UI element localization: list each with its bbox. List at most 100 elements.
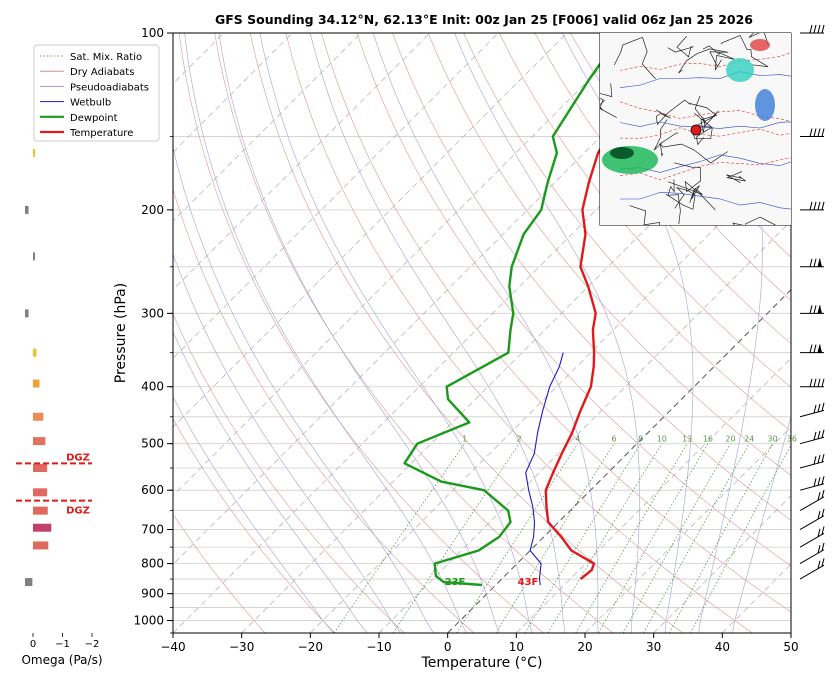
x-tick-label: 10 — [509, 640, 524, 654]
map-border-line — [613, 36, 656, 80]
map-contour — [619, 101, 791, 122]
x-tick-label: 20 — [577, 640, 592, 654]
plot-frame — [172, 32, 792, 634]
legend-label: Wetbulb — [70, 98, 111, 109]
wind-barb — [799, 476, 825, 491]
omega-bar — [25, 578, 33, 587]
omega-bar — [33, 252, 35, 261]
map-contour — [619, 52, 791, 71]
map-border-line — [691, 127, 713, 146]
legend-label: Pseudoadiabats — [70, 82, 149, 93]
map-contour — [620, 192, 791, 210]
omega-bar — [33, 348, 37, 357]
omega-bar — [33, 523, 52, 532]
map-border-line — [629, 205, 660, 225]
temperature-line — [544, 33, 678, 581]
surface-temperature-label: 43F — [518, 577, 539, 588]
location-marker — [690, 124, 702, 136]
y-tick-label: 200 — [141, 203, 164, 217]
mixing-ratio-line — [495, 443, 615, 633]
omega-tick-label: −1 — [55, 639, 70, 650]
dry-adiabat — [570, 33, 791, 301]
y-tick-label: 800 — [141, 557, 164, 571]
dry-adiabat — [173, 513, 266, 633]
mixing-ratio-label: 20 — [725, 435, 735, 444]
isotherm-line — [173, 33, 568, 428]
dry-adiabat — [321, 33, 791, 613]
mixing-ratio-label: 6 — [611, 435, 616, 444]
dry-adiabat — [173, 417, 335, 633]
y-tick-label: 400 — [141, 380, 164, 394]
map-border-line — [678, 48, 729, 74]
dry-adiabat — [463, 33, 791, 432]
wind-barb — [800, 258, 824, 268]
dry-adiabat — [285, 33, 753, 633]
omega-bar — [33, 148, 35, 157]
wind-barb — [799, 429, 825, 445]
isotherm-line — [310, 151, 791, 633]
inset-map — [599, 32, 792, 226]
wind-barb — [800, 344, 824, 354]
mixing-ratio-line — [333, 443, 466, 633]
dry-adiabat — [498, 33, 791, 388]
map-border-line — [720, 34, 769, 68]
isotherm-line — [790, 632, 791, 633]
wind-barb — [800, 305, 824, 314]
x-tick-label: −20 — [298, 640, 323, 654]
omega-bar — [33, 488, 48, 497]
wind-barb — [799, 558, 825, 580]
x-tick-label: −10 — [366, 640, 391, 654]
surface-dewpoint-label: 23F — [445, 577, 466, 588]
mixing-ratio-label: 36 — [787, 435, 797, 444]
precip-area — [755, 89, 775, 121]
wind-barb — [800, 24, 825, 34]
dry-adiabat — [392, 33, 791, 521]
precip-core — [610, 147, 634, 159]
omega-bar — [33, 506, 48, 515]
x-tick-label: 30 — [646, 640, 661, 654]
mixing-ratio-label: 13 — [682, 435, 692, 444]
mixing-ratio-line — [597, 443, 709, 633]
pseudoadiabat — [309, 33, 566, 633]
wind-barb — [799, 489, 825, 512]
dry-adiabat — [534, 33, 791, 345]
map-border-line — [693, 110, 719, 128]
mixing-ratio-label: 2 — [517, 435, 522, 444]
pseudoadiabat — [173, 252, 401, 633]
mixing-ratio-label: 30 — [768, 435, 778, 444]
wind-barb — [799, 508, 825, 530]
omega-bar — [33, 412, 44, 421]
wind-barbs — [799, 24, 825, 580]
x-tick-label: 40 — [715, 640, 730, 654]
map-contour — [619, 127, 791, 139]
omega-bar — [33, 541, 49, 550]
precip-area — [726, 58, 754, 82]
legend-label: Sat. Mix. Ratio — [70, 52, 142, 63]
mixing-ratio-line — [668, 443, 773, 633]
pseudoadiabat — [173, 331, 368, 633]
y-tick-label: 300 — [141, 306, 164, 320]
y-tick-label: 500 — [141, 437, 164, 451]
omega-tick-label: −2 — [85, 639, 100, 650]
y-tick-label: 100 — [141, 26, 164, 40]
isotherm-line — [584, 426, 791, 633]
y-tick-label: 1000 — [133, 614, 164, 628]
dry-adiabat — [214, 33, 614, 633]
chart-title: GFS Sounding 34.12°N, 62.13°E Init: 00z … — [215, 12, 753, 27]
dry-adiabat — [356, 33, 791, 567]
mixing-ratio-line — [456, 443, 579, 633]
omega-bar — [33, 464, 48, 473]
omega-tick-label: 0 — [30, 639, 36, 650]
legend: Sat. Mix. Ratio Dry Adiabats Pseudoadiabat… — [33, 44, 160, 142]
y-axis-label: Pressure (hPa) — [113, 283, 129, 383]
isotherm-line — [516, 357, 791, 633]
mixing-ratio-line — [622, 443, 731, 633]
isotherm-line — [173, 33, 636, 497]
omega-bar — [33, 379, 40, 388]
legend-label: Dewpoint — [70, 113, 118, 124]
mixing-ratio-label: 10 — [657, 435, 667, 444]
wind-barb — [799, 402, 825, 418]
pseudoadiabat — [259, 33, 533, 633]
dgz-label: DGZ — [66, 452, 90, 463]
